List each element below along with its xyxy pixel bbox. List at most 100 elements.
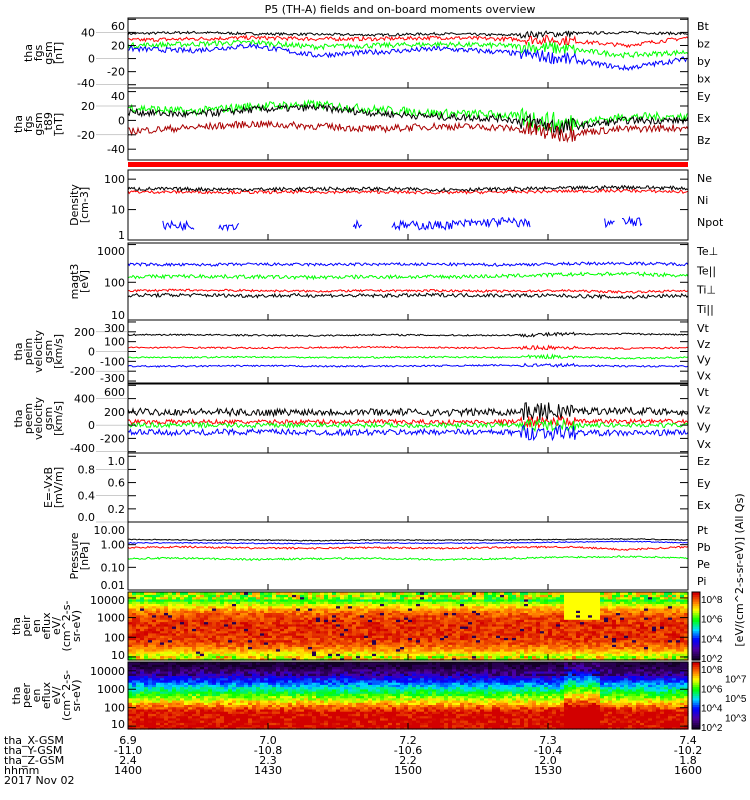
spectrogram-cell: [180, 704, 185, 708]
spectrogram-cell: [212, 605, 217, 609]
spectrogram-cell: [520, 655, 525, 659]
series-Vy: [127, 418, 689, 433]
spectrogram-cell: [144, 715, 149, 719]
spectrogram-cell: [176, 628, 181, 632]
spectrogram-cell: [660, 632, 665, 636]
spectrogram-cell: [264, 601, 269, 604]
spectrogram-cell: [496, 598, 501, 602]
spectrogram-cell: [292, 596, 297, 600]
spectrogram-cell: [480, 596, 485, 600]
spectrogram-cell: [136, 592, 141, 595]
spectrogram-cell: [464, 619, 469, 623]
spectrogram-cell: [500, 646, 505, 650]
spectrogram-cell: [208, 601, 213, 604]
spectrogram-cell: [176, 724, 181, 728]
spectrogram-cell: [268, 598, 273, 602]
spectrogram-cell: [252, 594, 257, 598]
spectrogram-cell: [508, 610, 513, 613]
spectrogram-cell: [288, 628, 293, 632]
spectrogram-cell: [176, 670, 181, 674]
spectrogram-cell: [156, 708, 161, 712]
spectrogram-cell: [212, 639, 217, 643]
spectrogram-cell: [240, 635, 245, 638]
spectrogram-cell: [436, 596, 441, 600]
spectrogram-cell: [496, 596, 501, 600]
spectrogram-cell: [164, 639, 169, 643]
spectrogram-cell: [388, 628, 393, 632]
spectrogram-cell: [488, 646, 493, 650]
spectrogram-cell: [500, 596, 505, 600]
spectrogram-cell: [532, 594, 537, 598]
spectrogram-cell: [652, 644, 657, 647]
y-tick-label: 10.00: [94, 524, 126, 537]
spectrogram-cell: [144, 695, 149, 699]
spectrogram-cell: [612, 657, 617, 661]
spectrogram-cell: [176, 626, 181, 629]
spectrogram-cell: [408, 610, 413, 613]
spectrogram-cell: [416, 605, 421, 609]
spectrogram-cell: [476, 653, 481, 657]
spectrogram-cell: [416, 612, 421, 616]
spectrogram-cell: [176, 720, 181, 723]
spectrogram-cell: [520, 616, 525, 620]
spectrogram-cell: [164, 650, 169, 654]
spectrogram-cell: [464, 653, 469, 657]
spectrogram-cell: [184, 693, 189, 697]
spectrogram-cell: [184, 682, 189, 685]
spectrogram-cell: [156, 621, 161, 625]
spectrogram-cell: [144, 693, 149, 697]
spectrogram-cell: [180, 623, 185, 627]
spectrogram-cell: [584, 630, 589, 634]
spectrogram-cell: [612, 630, 617, 634]
spectrogram-cell: [660, 598, 665, 602]
spectrogram-cell: [644, 596, 649, 600]
spectrogram-cell: [152, 684, 157, 688]
spectrogram-cell: [680, 623, 685, 627]
spectrogram-cell: [596, 598, 601, 602]
spectrogram-cell: [392, 641, 397, 645]
spectrogram-cell: [292, 610, 297, 613]
spectrogram-cell: [172, 688, 177, 692]
spectrogram-cell: [544, 626, 549, 629]
spectrogram-cell: [492, 632, 497, 636]
spectrogram-cell: [680, 616, 685, 620]
spectrogram-cell: [524, 626, 529, 629]
spectrogram-cell: [360, 626, 365, 629]
spectrogram-cell: [188, 644, 193, 647]
spectrogram-cell: [568, 621, 573, 625]
spectrogram-cell: [140, 632, 145, 636]
spectrogram-cell: [132, 648, 137, 652]
spectrogram-cell: [336, 630, 341, 634]
spectrogram-cell: [216, 635, 221, 638]
spectrogram-cell: [440, 650, 445, 654]
spectrogram-cell: [184, 700, 189, 703]
spectrogram-cell: [336, 653, 341, 657]
spectrogram-cell: [288, 648, 293, 652]
spectrogram-cell: [168, 702, 173, 705]
spectrogram-cell: [632, 626, 637, 629]
spectrogram-cell: [620, 621, 625, 625]
spectrogram-cell: [204, 592, 209, 595]
spectrogram-cell: [372, 616, 377, 620]
spectrogram-cell: [156, 594, 161, 598]
spectrogram-cell: [512, 594, 517, 598]
spectrogram-cell: [560, 603, 565, 607]
spectrogram-cell: [132, 677, 137, 681]
spectrogram-cell: [608, 598, 613, 602]
spectrogram-cell: [140, 623, 145, 627]
spectrogram-cell: [172, 702, 177, 705]
spectrogram-cell: [172, 713, 177, 717]
spectrogram-cell: [288, 603, 293, 607]
spectrogram-cell: [348, 623, 353, 627]
spectrogram-cell: [516, 601, 521, 604]
spectrogram-cell: [160, 677, 165, 681]
spectrogram-cell: [676, 641, 681, 645]
spectrogram-cell: [512, 628, 517, 632]
spectrogram-cell: [476, 623, 481, 627]
spectrogram-cell: [448, 603, 453, 607]
spectrogram-cell: [424, 646, 429, 650]
spectrogram-cell: [508, 655, 513, 659]
spectrogram-cell: [448, 596, 453, 600]
spectrogram-cell: [516, 603, 521, 607]
spectrogram-cell: [596, 594, 601, 598]
